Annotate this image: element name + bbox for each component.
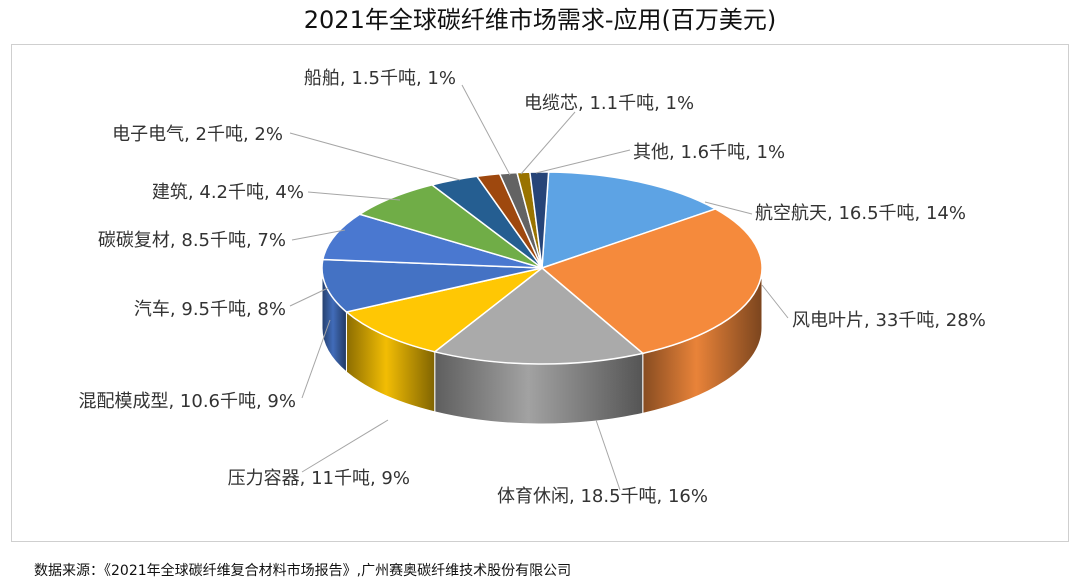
data-label-electronics: 电子电气, 2千吨, 2% [112,124,283,145]
chart-frame [11,44,1069,542]
leader-line-sports [595,419,621,491]
data-label-pressure: 压力容器, 11千吨, 9% [228,468,410,489]
data-label-wind: 风电叶片, 33千吨, 28% [792,310,986,331]
pie-slice-aerospace [541,171,718,270]
leader-line-wind [761,284,789,319]
leader-line-cc [291,229,346,241]
pie-slice-sports [433,267,645,365]
leader-line-marine [461,84,511,176]
pie-slice-auto [321,213,543,269]
leader-line-auto [289,287,329,307]
leader-line-cable [520,111,576,175]
leader-line-construction [307,191,401,201]
data-label-cc: 碳碳复材, 8.5千吨, 7% [98,230,286,251]
leader-line-pressure [301,419,389,473]
chart-title: 2021年全球碳纤维市场需求-应用(百万美元) [303,6,777,34]
pie-slice-wind [540,208,763,355]
data-label-other: 其他, 1.6千吨, 1% [633,142,785,163]
data-label-molding: 混配模成型, 10.6千吨, 9% [78,391,296,412]
data-label-marine: 船舶, 1.5千吨, 1% [304,68,456,89]
data-label-sports: 体育休闲, 18.5千吨, 16% [497,486,708,507]
data-label-cable: 电缆芯, 1.1千吨, 1% [524,93,694,114]
leader-line-aerospace [704,201,753,215]
data-label-auto: 汽车, 9.5千吨, 8% [134,299,286,320]
leader-line-other [535,149,631,174]
pie-slice-cc [357,184,543,269]
pie-slice-pressure [344,267,543,353]
data-label-construction: 建筑, 4.2千吨, 4% [152,182,304,203]
data-label-aerospace: 航空航天, 16.5千吨, 14% [755,203,966,224]
leader-line-molding [301,319,331,399]
pie-slice-molding [321,258,543,313]
source-note: 数据来源：《2021年全球碳纤维复合材料市场报告》,广州赛奥碳纤维技术股份有限公… [34,563,572,579]
leader-line-electronics [289,132,461,181]
